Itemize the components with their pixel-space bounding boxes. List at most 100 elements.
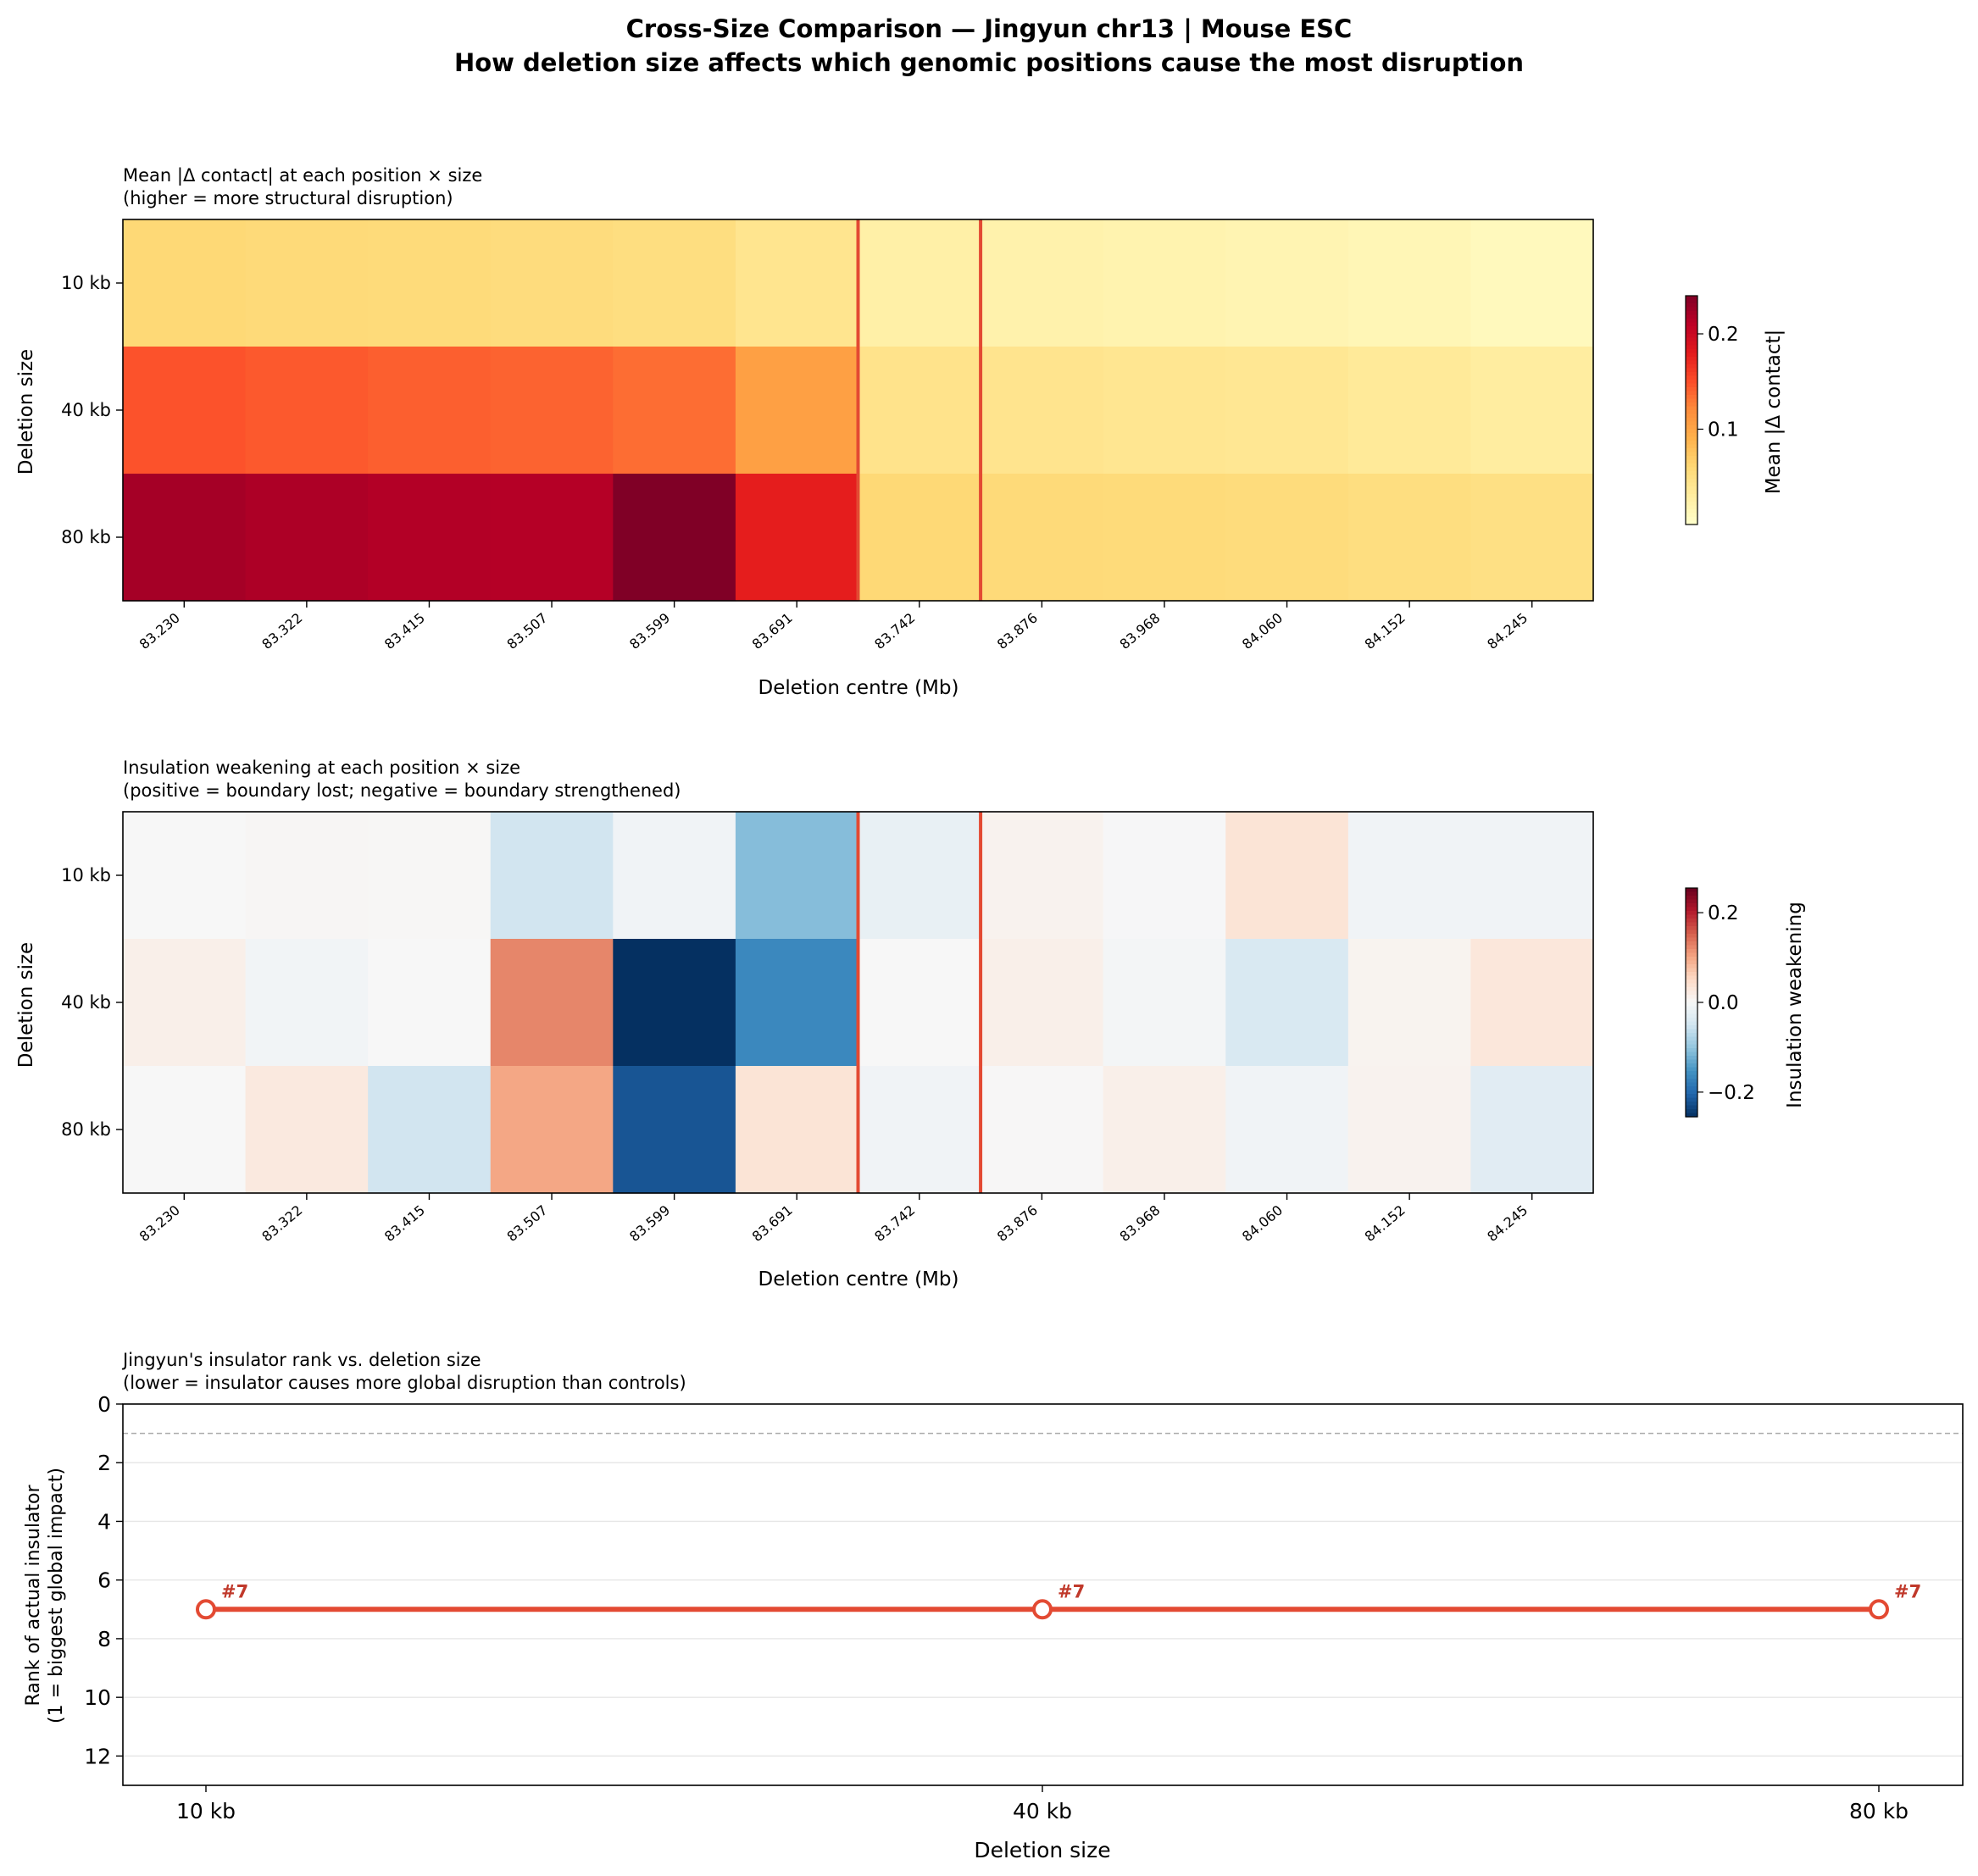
colorbar-segment <box>1686 303 1697 308</box>
heatmap-cell <box>981 219 1104 347</box>
colorbar-segment <box>1686 991 1697 996</box>
x-tick-label: 83.507 <box>504 1202 551 1246</box>
y-tick-label: 40 kb <box>61 400 111 420</box>
colorbar-segment <box>1686 903 1697 908</box>
heatmap-cell <box>245 347 369 475</box>
heatmap-cell <box>981 474 1104 602</box>
x-tick-label: 40 kb <box>1013 1799 1072 1823</box>
x-tick-label: 83.742 <box>871 1202 918 1246</box>
colorbar: 0.1 0.2 <box>1685 295 1739 525</box>
heatmap-cell <box>858 939 981 1067</box>
y-axis-ticks: 0 2 4 6 8 10 12 <box>84 1392 123 1768</box>
heatmap-cell <box>1347 347 1472 475</box>
x-tick-label: 83.230 <box>136 1202 183 1246</box>
x-tick-label: 84.152 <box>1362 610 1408 653</box>
colorbar-segment <box>1686 957 1697 962</box>
heatmap-cell <box>1347 219 1472 347</box>
colorbar-tick-label: 0.1 <box>1708 419 1739 441</box>
heatmap-cell <box>613 812 736 940</box>
heatmap-cell <box>1470 347 1594 475</box>
heatmap-cell <box>858 219 981 347</box>
y-tick-label: 10 kb <box>61 273 111 293</box>
colorbar-segment <box>1686 1079 1697 1084</box>
colorbar-segment <box>1686 1090 1697 1095</box>
y-axis-ticks: 10 kb 40 kb 80 kb <box>61 865 123 1140</box>
colorbar-segment <box>1686 1052 1697 1057</box>
heatmap-cell <box>245 1066 369 1194</box>
plot-area: #7 #7 #7 <box>122 1403 1964 1786</box>
colorbar-segment <box>1686 296 1697 301</box>
heatmap-cell <box>858 812 981 940</box>
heatmap-cell <box>981 812 1104 940</box>
heatmap-cell <box>1103 219 1226 347</box>
heatmap-cell <box>613 939 736 1067</box>
heatmap-cell <box>1225 474 1349 602</box>
heatmap-cell <box>1470 812 1594 940</box>
heatmap-cell <box>490 219 614 347</box>
colorbar-segment <box>1686 1071 1697 1076</box>
heatmap-cell <box>245 474 369 602</box>
colorbar-segment <box>1686 490 1697 495</box>
colorbar-segment <box>1686 452 1697 457</box>
heatmap-cell <box>613 474 736 602</box>
colorbar-segment <box>1686 436 1697 441</box>
colorbar-tick-label: 0.2 <box>1708 324 1739 346</box>
colorbar-segment <box>1686 1036 1697 1041</box>
y-axis-ticks: 10 kb 40 kb 80 kb <box>61 273 123 547</box>
colorbar-segment <box>1686 395 1697 400</box>
colorbar-segment <box>1686 360 1697 365</box>
heatmap-cell <box>1225 1066 1349 1194</box>
colorbar-segment <box>1686 494 1697 499</box>
colorbar-segment <box>1686 934 1697 939</box>
colorbar-segment <box>1686 517 1697 522</box>
heatmap-cells <box>123 812 1594 1194</box>
y-axis-label: Rank of actual insulator <box>23 1485 44 1707</box>
colorbar-segment <box>1686 513 1697 518</box>
heatmap-cell <box>1103 939 1226 1067</box>
x-tick-label: 80 kb <box>1849 1799 1909 1823</box>
heatmap-cell <box>1347 474 1472 602</box>
colorbar-segment <box>1686 319 1697 324</box>
colorbar-segment <box>1686 497 1697 502</box>
heatmap-cell <box>1347 1066 1472 1194</box>
heatmap-cell <box>735 219 859 347</box>
colorbar-segment <box>1686 357 1697 362</box>
heatmap-cell <box>368 939 492 1067</box>
x-tick-label: 83.507 <box>504 610 551 653</box>
heatmap-cell <box>735 347 859 475</box>
colorbar-segment <box>1686 463 1697 469</box>
colorbar-segment <box>1686 995 1697 1000</box>
colorbar-segment <box>1686 413 1697 419</box>
colorbar-segment <box>1686 410 1697 415</box>
heatmap-cell <box>490 939 614 1067</box>
heatmap-cell <box>123 474 247 602</box>
colorbar-segment <box>1686 1013 1697 1018</box>
colorbar-segment <box>1686 907 1697 912</box>
y-tick-label: 12 <box>84 1744 111 1768</box>
colorbar-segment <box>1686 919 1697 924</box>
colorbar-segment <box>1686 456 1697 461</box>
colorbar-segment <box>1686 945 1697 950</box>
colorbar-segment <box>1686 433 1697 438</box>
colorbar-segment <box>1686 1094 1697 1099</box>
rank-point-label: #7 <box>1894 1581 1921 1601</box>
x-axis-ticks: 83.230 83.322 83.415 83.507 83.599 83.691 83.7… <box>136 601 1533 653</box>
heatmap-mean-delta-contact: Mean |Δ contact| at each position × size… <box>15 165 1785 699</box>
colorbar-segment <box>1686 1086 1697 1091</box>
heatmap-cell <box>1470 1066 1594 1194</box>
colorbar-segment <box>1686 1097 1697 1102</box>
colorbar-segment <box>1686 1059 1697 1064</box>
x-axis-ticks: 83.230 83.322 83.415 83.507 83.599 83.691 83.7… <box>136 1193 1533 1246</box>
colorbar-segment <box>1686 930 1697 935</box>
colorbar-segment <box>1686 307 1697 312</box>
colorbar-segment <box>1686 998 1697 1003</box>
colorbar-segment <box>1686 1056 1697 1061</box>
x-tick-label: 83.968 <box>1116 1202 1163 1246</box>
colorbar-segment <box>1686 398 1697 403</box>
panel2-title: Insulation weakening at each position × … <box>123 758 520 778</box>
colorbar-segment <box>1686 980 1697 985</box>
x-tick-label: 83.415 <box>381 610 428 653</box>
y-tick-label: 0 <box>97 1392 111 1417</box>
panel1-subtitle: (higher = more structural disruption) <box>123 188 453 208</box>
colorbar-segment <box>1686 937 1697 942</box>
